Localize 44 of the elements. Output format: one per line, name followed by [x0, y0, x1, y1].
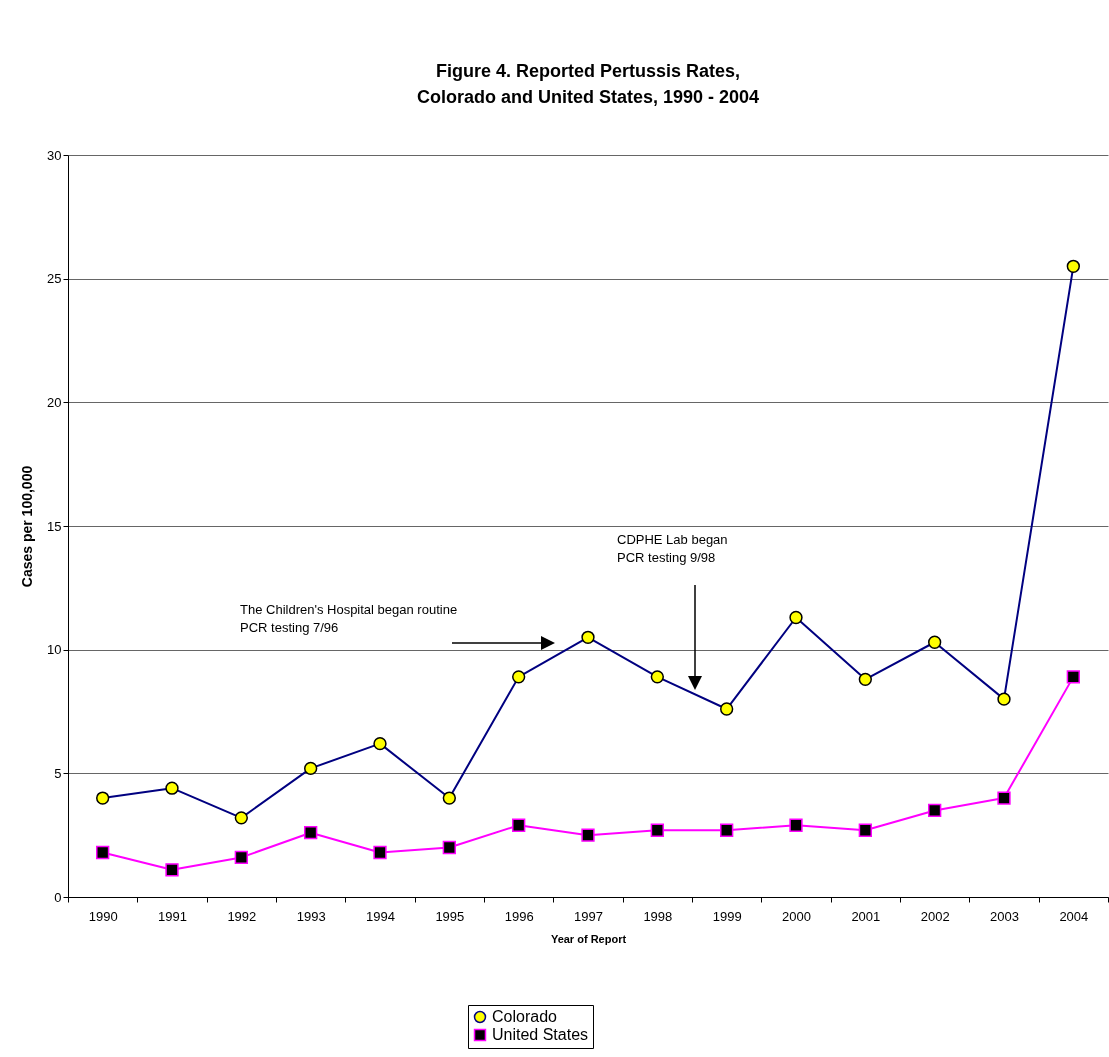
- x-tick-label: 1992: [227, 908, 257, 924]
- x-tick-label: 1999: [712, 908, 742, 924]
- point: [858, 823, 872, 837]
- y-tick-label: 15: [47, 518, 62, 534]
- point: [304, 826, 318, 840]
- point: [165, 863, 179, 877]
- x-tick-label: 1990: [88, 908, 118, 924]
- y-tick-label: 10: [47, 642, 62, 658]
- chart-title: Figure 4. Reported Pertussis Rates, Colorado and United States, 1990 - 2004: [416, 61, 760, 107]
- point: [789, 818, 803, 832]
- annotation: The Children's Hospital began routine PCR testing 7/96: [240, 601, 459, 637]
- x-tick-label: 1998: [643, 908, 673, 924]
- point: [1066, 670, 1080, 684]
- x-tick-label: 1994: [366, 908, 395, 924]
- y-tick-label: 20: [47, 394, 62, 410]
- legend-label: Colorado: [492, 1008, 558, 1025]
- legend-label: United States: [492, 1026, 589, 1043]
- x-tick-label: 1991: [158, 908, 187, 924]
- x-tick-label: 2003: [990, 908, 1019, 924]
- x-tick-label: 1997: [574, 908, 603, 924]
- x-tick-label: 2000: [782, 908, 811, 924]
- point: [373, 845, 387, 860]
- point: [581, 828, 595, 842]
- point: [720, 823, 734, 837]
- x-axis-title: Year of Report: [550, 932, 627, 945]
- point: [512, 818, 526, 832]
- y-tick-label: 5: [54, 765, 62, 781]
- x-tick-label: 1996: [504, 908, 534, 924]
- y-tick-label: 30: [47, 147, 62, 163]
- x-tick-label: 2004: [1059, 908, 1089, 924]
- point: [650, 823, 664, 837]
- y-axis-title: Cases per 100,000: [19, 465, 36, 588]
- point: [442, 840, 456, 855]
- x-tick-label: 2001: [851, 908, 881, 924]
- point: [234, 850, 248, 865]
- annotation: CDPHE Lab began PCR testing 9/98: [617, 531, 729, 567]
- x-tick-label: 1993: [296, 908, 326, 924]
- y-tick-label: 0: [54, 889, 62, 905]
- point: [96, 845, 110, 860]
- point: [928, 803, 942, 818]
- y-tick-label: 25: [47, 271, 62, 287]
- x-tick-label: 2002: [920, 908, 950, 924]
- x-tick-label: 1995: [435, 908, 465, 924]
- point: [997, 791, 1011, 805]
